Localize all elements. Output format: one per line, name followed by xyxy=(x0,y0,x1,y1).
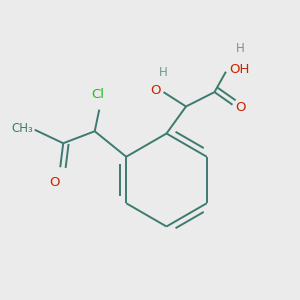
Text: H: H xyxy=(236,42,245,55)
Text: H: H xyxy=(158,66,167,79)
Text: O: O xyxy=(49,176,59,189)
Text: CH₃: CH₃ xyxy=(11,122,33,135)
Text: OH: OH xyxy=(229,63,249,76)
Text: O: O xyxy=(236,101,246,114)
Text: Cl: Cl xyxy=(91,88,104,101)
Text: O: O xyxy=(151,84,161,97)
